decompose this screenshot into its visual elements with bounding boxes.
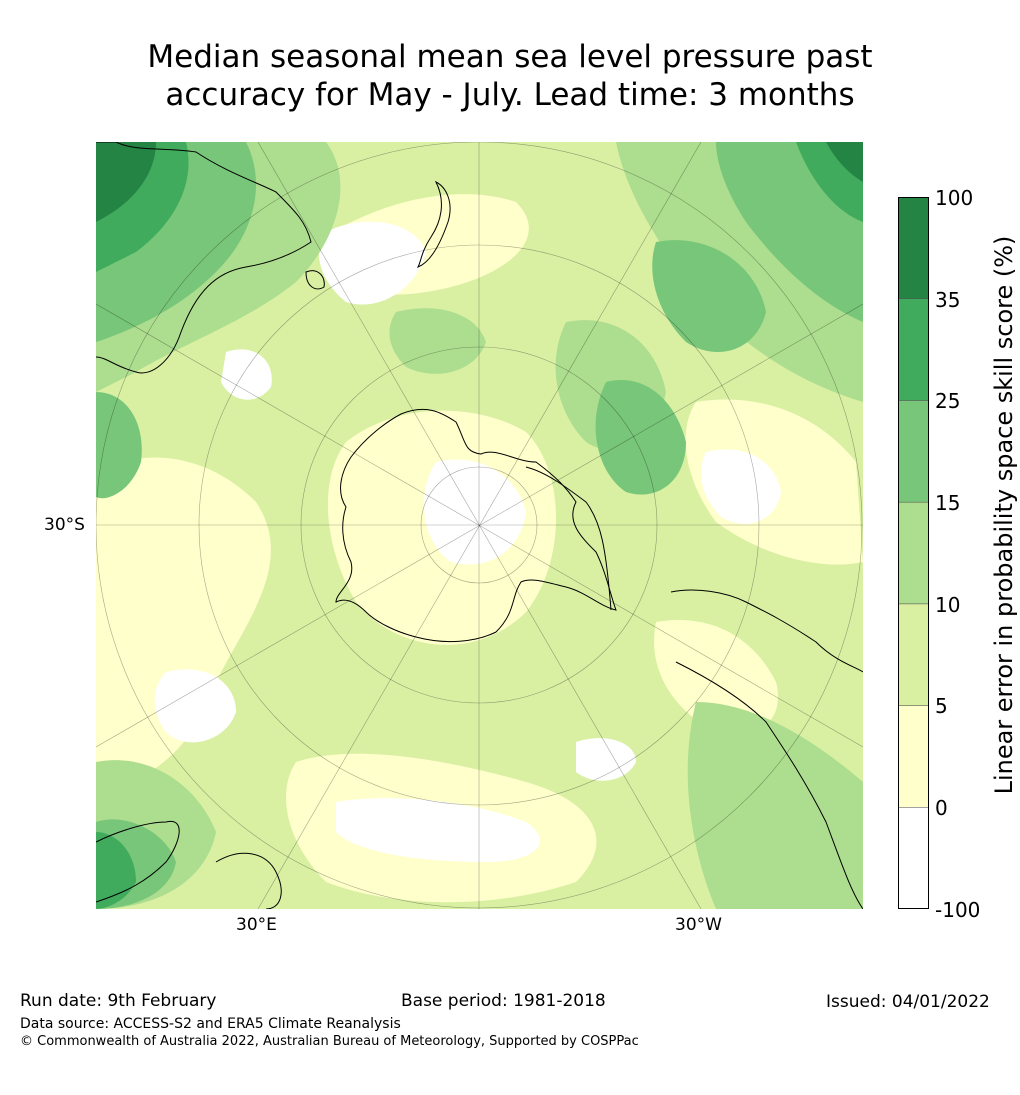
skill-region-high <box>595 380 686 495</box>
colorbar-tick: 25 <box>935 389 961 413</box>
polar-map <box>96 142 863 909</box>
madagascar-coastline <box>215 852 282 909</box>
colorbar-tick: 0 <box>935 796 948 820</box>
colorbar-segment <box>897 807 930 910</box>
copyright: © Commonwealth of Australia 2022, Austra… <box>20 1034 639 1049</box>
colorbar-tick: 15 <box>935 491 961 515</box>
latitude-label: 30°S <box>44 515 85 535</box>
title-line-1: Median seasonal mean sea level pressure … <box>147 39 873 75</box>
colorbar-svg <box>897 196 930 910</box>
skill-region-high <box>652 240 766 352</box>
latitude-circle <box>300 346 658 704</box>
skill-region-mid <box>687 702 863 909</box>
latitude-circle <box>420 466 538 584</box>
colorbar-segment <box>897 196 930 299</box>
colorbar-tick: -100 <box>935 898 981 922</box>
graticule <box>96 142 863 909</box>
run-date: Run date: 9th February <box>20 991 217 1011</box>
colorbar-segment <box>897 298 930 401</box>
base-period: Base period: 1981-2018 <box>401 991 606 1011</box>
title-line-2: accuracy for May - July. Lead time: 3 mo… <box>165 77 855 113</box>
colorbar-tick: 35 <box>935 288 961 312</box>
tasmania-coastline <box>305 270 325 290</box>
colorbar-segment <box>897 705 930 808</box>
skill-region-negative <box>336 798 541 862</box>
latitude-circle <box>96 142 863 909</box>
skill-region-max <box>826 142 863 182</box>
skill-region-max <box>96 142 156 222</box>
antarctica-coastline <box>335 409 617 643</box>
latitude-circle <box>198 244 760 806</box>
skill-region-negative <box>576 738 636 781</box>
colorbar-tick: 5 <box>935 694 948 718</box>
longitude-line <box>96 303 863 748</box>
colorbar-segment <box>897 400 930 503</box>
colorbar-title: Linear error in probability space skill … <box>990 235 1018 795</box>
colorbar-tick: 10 <box>935 593 961 617</box>
skill-region-negative <box>221 349 272 400</box>
longitude-line <box>257 142 702 909</box>
chart-title: Median seasonal mean sea level pressure … <box>0 38 1020 114</box>
skill-region-negative <box>154 669 236 743</box>
longitude-line <box>96 303 863 748</box>
skill-region-mid <box>389 308 486 374</box>
data-source: Data source: ACCESS-S2 and ERA5 Climate … <box>20 1016 401 1032</box>
longitude-label-east: 30°E <box>236 915 277 935</box>
colorbar-segment <box>897 501 930 605</box>
south-america-tip <box>525 466 612 611</box>
skill-region-negative <box>701 449 781 524</box>
longitude-line <box>257 142 702 909</box>
skill-region-negative <box>318 221 426 305</box>
skill-region-negative <box>424 459 526 565</box>
longitude-label-west: 30°W <box>675 915 722 935</box>
colorbar <box>897 196 930 910</box>
africa-coastline <box>96 820 180 903</box>
colorbar-segment <box>897 603 930 706</box>
new-zealand-coastline <box>416 180 451 268</box>
skill-region-low <box>96 457 271 792</box>
australia-coastline <box>96 142 312 374</box>
map-svg <box>96 142 863 909</box>
south-america-coastline <box>670 589 863 909</box>
skill-region-high <box>96 392 142 499</box>
colorbar-tick: 100 <box>935 186 974 210</box>
issued-date: Issued: 04/01/2022 <box>826 992 990 1012</box>
